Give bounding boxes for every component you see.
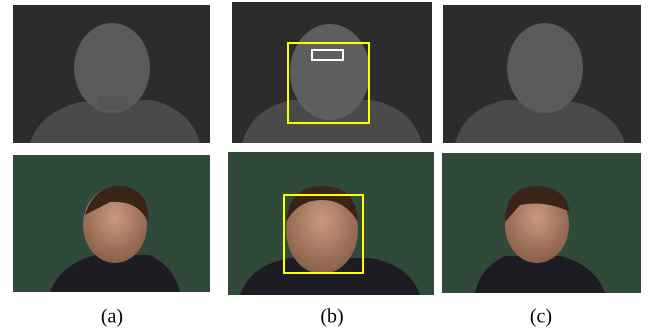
figure: (a) (b) (c) — [0, 0, 655, 335]
neck — [98, 95, 128, 110]
visible-b — [228, 152, 434, 295]
thermal-a — [13, 5, 210, 143]
thermal-c — [443, 5, 641, 143]
caption: (b) — [320, 306, 343, 328]
caption: (c) — [530, 306, 552, 328]
head — [290, 24, 370, 120]
page: (a) (b) (c) (() => { const data = JSON.p… — [0, 0, 655, 335]
thermal-b — [232, 2, 432, 143]
caption: (a) — [101, 306, 123, 328]
visible-a — [13, 155, 210, 292]
visible-c — [442, 153, 641, 293]
head — [507, 23, 583, 113]
